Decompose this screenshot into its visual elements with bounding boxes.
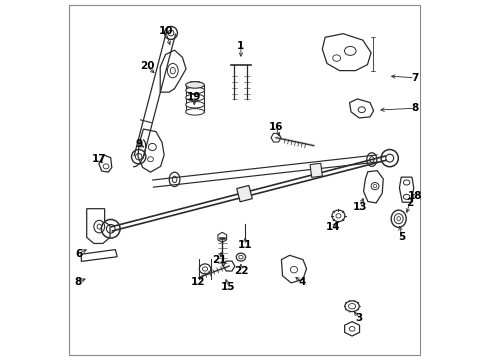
- Text: 10: 10: [158, 26, 172, 36]
- Text: 11: 11: [238, 240, 252, 250]
- Ellipse shape: [185, 94, 204, 101]
- Ellipse shape: [185, 109, 204, 115]
- Text: 16: 16: [268, 122, 283, 132]
- Text: 2: 2: [405, 198, 412, 208]
- Text: 9: 9: [135, 139, 142, 149]
- Text: 18: 18: [407, 191, 421, 201]
- Bar: [309, 163, 322, 177]
- Text: 7: 7: [410, 73, 418, 83]
- Text: 5: 5: [398, 232, 405, 242]
- Text: 6: 6: [75, 248, 82, 258]
- Text: 19: 19: [187, 92, 201, 102]
- Text: 21: 21: [212, 255, 226, 265]
- Ellipse shape: [185, 102, 204, 108]
- Text: 1: 1: [237, 41, 244, 50]
- Bar: [236, 185, 252, 202]
- Text: 12: 12: [190, 277, 204, 287]
- Ellipse shape: [185, 87, 204, 94]
- Ellipse shape: [185, 82, 204, 88]
- Text: 14: 14: [325, 222, 340, 231]
- Text: 22: 22: [233, 266, 247, 276]
- Text: 8: 8: [74, 277, 81, 287]
- Text: 8: 8: [410, 103, 418, 113]
- Text: 20: 20: [140, 61, 154, 71]
- Text: 3: 3: [355, 313, 362, 323]
- Text: 15: 15: [221, 282, 235, 292]
- Text: 4: 4: [298, 277, 305, 287]
- Text: 13: 13: [352, 202, 366, 212]
- Text: 17: 17: [92, 154, 106, 164]
